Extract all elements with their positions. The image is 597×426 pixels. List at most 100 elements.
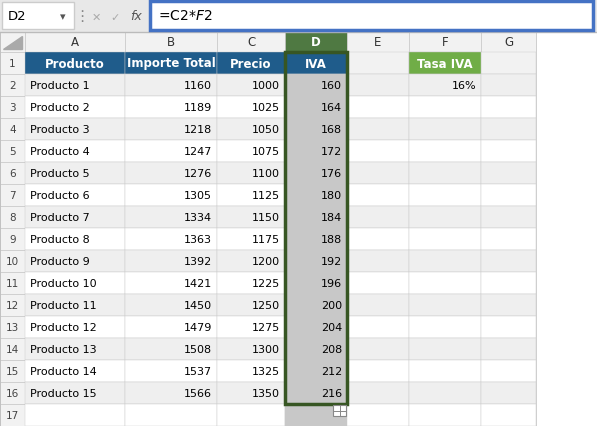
Bar	[347, 33, 409, 53]
Bar	[25, 33, 125, 53]
Text: 1050: 1050	[252, 125, 280, 135]
Text: 16%: 16%	[451, 81, 476, 91]
Bar	[409, 338, 481, 360]
Bar	[347, 207, 409, 228]
Bar	[125, 272, 217, 294]
Bar	[217, 338, 285, 360]
Bar	[217, 75, 285, 97]
Bar	[125, 97, 217, 119]
Text: 1175: 1175	[252, 234, 280, 245]
Text: F: F	[442, 36, 448, 49]
Bar	[125, 75, 217, 97]
Bar	[25, 207, 125, 228]
Bar	[25, 404, 125, 426]
Text: Tasa IVA: Tasa IVA	[417, 58, 473, 70]
Text: Producto 7: Producto 7	[30, 213, 90, 222]
Text: 1250: 1250	[252, 300, 280, 310]
Text: 13: 13	[6, 322, 19, 332]
Text: 172: 172	[321, 147, 342, 157]
Text: 176: 176	[321, 169, 342, 178]
Bar	[285, 382, 347, 404]
Text: E: E	[374, 36, 381, 49]
Bar	[125, 360, 217, 382]
Bar	[25, 141, 125, 163]
Bar	[347, 228, 409, 250]
Text: 10: 10	[6, 256, 19, 266]
Text: 1450: 1450	[184, 300, 212, 310]
Bar	[0, 294, 25, 316]
Text: 2: 2	[9, 81, 16, 91]
Text: Precio: Precio	[230, 58, 272, 70]
Text: 200: 200	[321, 300, 342, 310]
Bar	[125, 294, 217, 316]
Text: ⋮: ⋮	[75, 9, 90, 24]
Bar	[25, 250, 125, 272]
Text: 1000: 1000	[252, 81, 280, 91]
Text: 1150: 1150	[252, 213, 280, 222]
Bar	[217, 141, 285, 163]
Bar	[481, 272, 536, 294]
Bar	[25, 272, 125, 294]
Text: 11: 11	[6, 278, 19, 288]
Bar	[481, 207, 536, 228]
Bar	[285, 75, 347, 97]
Bar	[347, 184, 409, 207]
Text: 1537: 1537	[184, 366, 212, 376]
Bar	[217, 272, 285, 294]
Bar	[481, 338, 536, 360]
Bar	[285, 228, 347, 250]
Text: 168: 168	[321, 125, 342, 135]
Bar	[125, 53, 217, 75]
Bar	[0, 382, 25, 404]
Text: Producto 11: Producto 11	[30, 300, 97, 310]
Bar	[0, 250, 25, 272]
Bar	[285, 250, 347, 272]
Bar	[409, 119, 481, 141]
Bar	[25, 53, 125, 75]
Text: 164: 164	[321, 103, 342, 113]
Text: Importe Total: Importe Total	[127, 58, 216, 70]
Text: 1508: 1508	[184, 344, 212, 354]
Text: 216: 216	[321, 388, 342, 398]
Text: 1247: 1247	[184, 147, 212, 157]
Bar	[125, 228, 217, 250]
Text: 1125: 1125	[252, 190, 280, 201]
Text: 1075: 1075	[252, 147, 280, 157]
Bar	[217, 97, 285, 119]
Bar	[409, 53, 481, 75]
Text: 17: 17	[6, 410, 19, 420]
Bar	[481, 75, 536, 97]
Text: 4: 4	[9, 125, 16, 135]
Text: Producto 15: Producto 15	[30, 388, 97, 398]
Bar	[125, 382, 217, 404]
Text: 1160: 1160	[184, 81, 212, 91]
Bar	[285, 119, 347, 141]
Text: 1275: 1275	[252, 322, 280, 332]
Bar	[347, 163, 409, 184]
Bar	[217, 184, 285, 207]
Bar	[217, 250, 285, 272]
Bar	[217, 33, 285, 53]
Bar	[347, 272, 409, 294]
Text: 6: 6	[9, 169, 16, 178]
Bar	[481, 382, 536, 404]
Text: 1392: 1392	[184, 256, 212, 266]
Bar	[347, 316, 409, 338]
Text: 212: 212	[321, 366, 342, 376]
Text: 14: 14	[6, 344, 19, 354]
Bar	[481, 360, 536, 382]
Bar	[0, 141, 25, 163]
Bar	[409, 294, 481, 316]
Bar	[481, 97, 536, 119]
Bar	[0, 338, 25, 360]
Bar	[0, 97, 25, 119]
Bar	[481, 119, 536, 141]
Text: Producto 13: Producto 13	[30, 344, 97, 354]
Text: Producto: Producto	[45, 58, 105, 70]
Bar	[409, 228, 481, 250]
Bar	[285, 360, 347, 382]
Text: Producto 9: Producto 9	[30, 256, 90, 266]
Text: Producto 12: Producto 12	[30, 322, 97, 332]
Bar	[125, 250, 217, 272]
Bar	[0, 207, 25, 228]
